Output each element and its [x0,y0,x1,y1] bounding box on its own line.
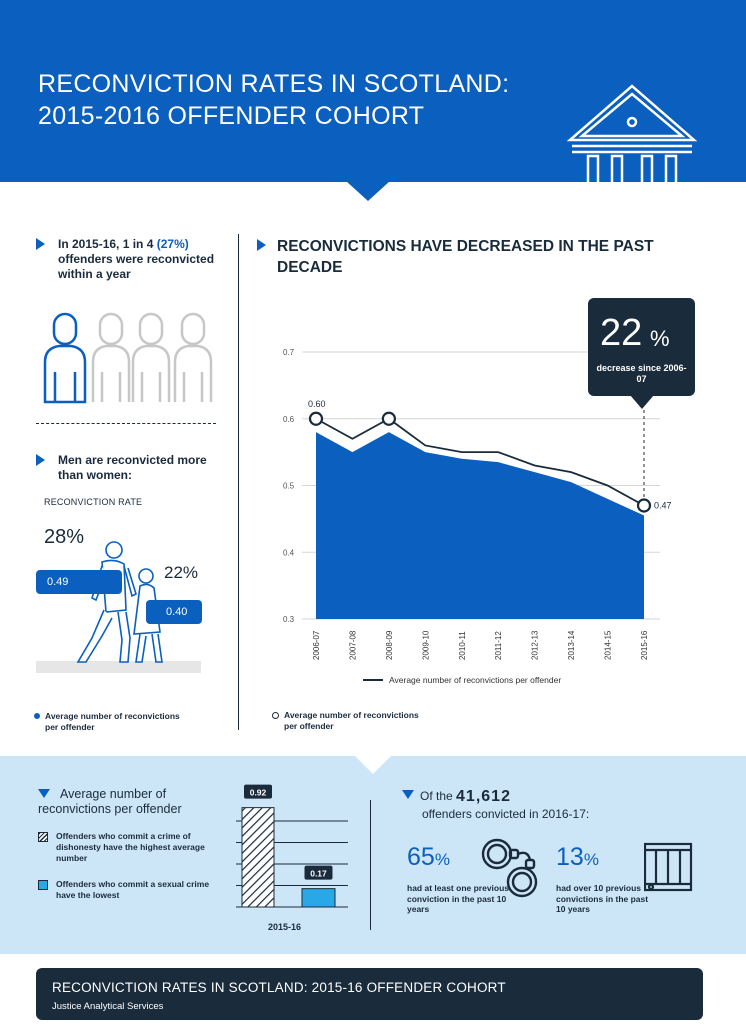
triangle-bullet-icon [257,239,266,251]
stat-a-percent: % [434,850,450,869]
one-in-four-text: In 2015-16, 1 in 4 (27%) offenders were … [58,237,228,282]
y-tick-label: 0.7 [283,348,295,357]
decrease-callout: 22 % decrease since 2006-07 [588,298,695,396]
page-title-line2: 2015-2016 OFFENDER COHORT [38,102,425,130]
triangle-down-icon [38,789,50,798]
hatched-swatch-icon [38,832,48,842]
footer-subtitle: Justice Analytical Services [52,1001,164,1012]
prison-cell-icon [644,842,693,892]
people-icon [43,312,213,404]
end-value-label: 0.47 [654,501,672,511]
gender-heading-text: Men are reconvicted more than women: [58,453,207,482]
legend-sexual-crime-text: Offenders who commit a sexual crime have… [56,879,210,900]
stat-suffix: offenders were reconvicted within a year [58,252,215,281]
stat-a-description: had at least one previous conviction in … [407,883,510,914]
men-rate: 28% [44,526,85,548]
filled-dot-icon [34,713,40,719]
convictions-prefix: Of the [420,789,457,803]
stat-pct: (27%) [156,237,189,251]
triangle-down-icon [402,790,414,799]
men-average-pill: 0.49 [36,570,122,594]
y-tick-label: 0.4 [283,548,295,557]
women-average-pill: 0.40 [146,600,202,624]
start-value-label: 0.60 [308,399,326,409]
y-tick-label: 0.3 [283,615,295,624]
bar-value-label: 0.92 [250,788,267,798]
callout-percent-sign: % [650,326,670,351]
x-tick-label: 2010-11 [458,631,467,660]
trend-heading-text: RECONVICTIONS HAVE DECREASED IN THE PAST… [277,238,654,276]
stat-a-value: 65 [407,843,435,871]
x-tick-label: 2015-16 [640,630,649,660]
triangle-bullet-icon [36,454,45,466]
data-point-marker [308,411,324,426]
gender-legend-text: Average number of reconvictions per offe… [45,711,180,732]
legend-dishonesty-text: Offenders who commit a crime of dishones… [56,831,205,863]
offence-bar [301,888,336,908]
footer-title: RECONVICTION RATES IN SCOTLAND: 2015-16 … [52,980,506,995]
trend-chart: 0.3 0.4 0.5 0.6 0.7 2006-07 2007-08 2008-09 2009… [283,348,672,685]
vertical-divider [238,234,239,730]
stat-b-description: had over 10 previous convictions in the … [556,883,649,914]
trend-marker-legend-text: Average number of reconvictions per offe… [284,710,419,731]
dashed-divider [36,423,216,424]
bar-value-label-bg [304,865,333,880]
y-tick-label: 0.6 [283,415,295,424]
stat-b-percent: % [583,850,599,869]
women-rate: 22% [164,563,199,582]
offence-bar [241,807,275,908]
data-point-marker [381,411,396,426]
page-title: RECONVICTION RATES IN SCOTLAND: 2015-201… [38,68,509,132]
x-tick-label: 2014-15 [604,630,613,660]
convictions-line1: Of the 41,612 [420,787,511,805]
trend-line-legend: Average number of reconvictions per offe… [389,675,561,685]
offence-bar-chart: 0.92 0.17 [236,784,348,908]
callout-value: 22 [600,312,643,354]
band-divider [370,800,371,930]
bar-value-label-bg [244,784,272,799]
handcuffs-icon [481,838,538,898]
y-tick-label: 0.5 [283,482,295,491]
blue-swatch-icon [38,880,48,890]
stat-b-value: 13 [556,843,584,871]
bar-value-label: 0.17 [310,869,327,879]
data-point-marker [636,498,652,513]
x-tick-label: 2008-09 [385,630,394,660]
x-tick-label: 2009-10 [421,630,430,660]
x-tick-label: 2012-13 [531,630,540,660]
stat-prefix: In 2015-16, 1 in 4 [58,237,157,251]
convictions-line2: offenders convicted in 2016-17: [422,807,590,821]
ring-marker-icon [272,712,279,719]
convictions-total: 41,612 [456,788,511,805]
callout-text: decrease since 2006-07 [596,363,687,384]
header-notch [346,181,390,201]
reconviction-rate-label: RECONVICTION RATE [44,497,143,507]
x-tick-label: 2007-08 [348,630,357,660]
header-banner: RECONVICTION RATES IN SCOTLAND: 2015-201… [0,0,746,221]
triangle-bullet-icon [36,238,45,250]
stat-over-ten-convictions: 13% [556,843,599,872]
page-title-line1: RECONVICTION RATES IN SCOTLAND: [38,70,510,98]
footer-banner: RECONVICTION RATES IN SCOTLAND: 2015-16 … [36,968,703,1020]
x-tick-label: 2013-14 [567,630,576,660]
offence-heading-text: Average number of reconvictions per offe… [38,787,182,816]
bottom-band [0,756,746,954]
callout-pointer [630,395,654,409]
ground-strip [36,661,201,673]
stat-previous-conviction: 65% [407,843,450,872]
area-fill [316,432,644,619]
courthouse-icon [564,84,700,221]
x-tick-label: 2011-12 [494,631,503,660]
trend-line [315,417,645,507]
x-tick-label: 2006-07 [312,630,321,660]
bar-year-label: 2015-16 [268,922,302,932]
band-notch [355,756,391,774]
